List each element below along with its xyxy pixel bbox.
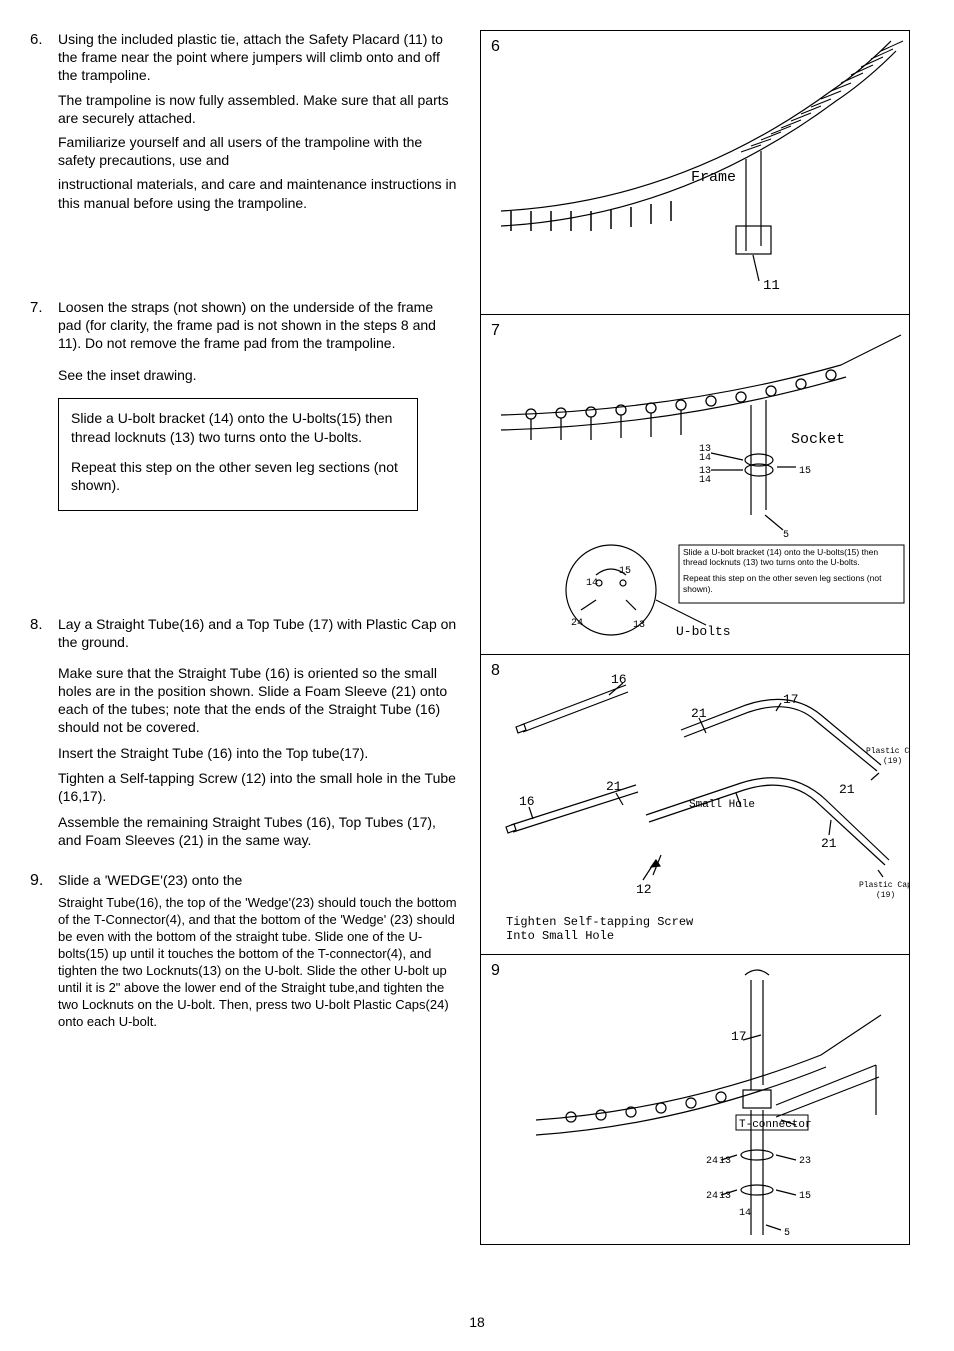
- svg-text:14: 14: [739, 1208, 751, 1219]
- step6-p4: instructional materials, and care and ma…: [58, 175, 460, 211]
- svg-text:16: 16: [611, 672, 627, 687]
- step8-p5: Assemble the remaining Straight Tubes (1…: [58, 813, 460, 849]
- panel-label: 7: [491, 321, 500, 342]
- frame-label: Frame: [691, 169, 736, 186]
- svg-text:14: 14: [586, 578, 598, 589]
- diagram-7-svg: Socket 13 14 13 14 15 5 15 14 24 13 U-bo…: [481, 315, 909, 653]
- svg-text:21: 21: [606, 779, 622, 794]
- svg-text:13: 13: [719, 1191, 731, 1202]
- svg-text:5: 5: [783, 530, 789, 541]
- callout-11: 11: [763, 278, 780, 294]
- svg-text:15: 15: [799, 1191, 811, 1202]
- svg-text:17: 17: [783, 692, 799, 707]
- step9-p1: Slide a 'WEDGE'(23) onto the: [58, 871, 460, 889]
- step8-p4: Tighten a Self-tapping Screw (12) into t…: [58, 769, 460, 805]
- diagram-6-svg: Frame 11: [481, 31, 909, 314]
- step-number: 8.: [30, 615, 58, 855]
- step-number: 6.: [30, 30, 58, 218]
- svg-text:13: 13: [719, 1156, 731, 1167]
- svg-text:21: 21: [839, 782, 855, 797]
- diagram-9-svg: 17 T-connector 23 15 24 13 24 13 14 5: [481, 955, 909, 1243]
- panel-label: 8: [491, 661, 500, 682]
- step7-inset-p2: Repeat this step on the other seven leg …: [71, 458, 405, 494]
- svg-text:14: 14: [699, 475, 711, 486]
- step8-p2: Make sure that the Straight Tube (16) is…: [58, 664, 460, 737]
- svg-text:15: 15: [619, 566, 631, 577]
- step-number: 9.: [30, 871, 58, 1036]
- step-body-9: Slide a 'WEDGE'(23) onto the Straight Tu…: [58, 871, 460, 1036]
- step7-inset: Slide a U-bolt bracket (14) onto the U-b…: [58, 398, 418, 511]
- svg-text:14: 14: [699, 453, 711, 464]
- svg-text:Into Small Hole: Into Small Hole: [506, 929, 614, 943]
- svg-text:Plastic Cap: Plastic Cap: [859, 881, 909, 890]
- svg-text:15: 15: [799, 466, 811, 477]
- svg-text:24: 24: [706, 1191, 718, 1202]
- step8-p3: Insert the Straight Tube (16) into the T…: [58, 744, 460, 762]
- svg-text:16: 16: [519, 794, 535, 809]
- panel-label: 6: [491, 37, 500, 58]
- step7-p1: Loosen the straps (not shown) on the und…: [58, 298, 460, 353]
- svg-text:12: 12: [636, 882, 652, 897]
- svg-text:Small Hole: Small Hole: [689, 799, 755, 811]
- step6-p1: Using the included plastic tie, attach t…: [58, 30, 460, 85]
- step8-p1: Lay a Straight Tube(16) and a Top Tube (…: [58, 615, 460, 651]
- diagram-panel-7: 7: [480, 315, 910, 655]
- step-body-7: Loosen the straps (not shown) on the und…: [58, 298, 460, 526]
- socket-label: Socket: [791, 431, 845, 448]
- panel-label: 9: [491, 961, 500, 982]
- step-body-8: Lay a Straight Tube(16) and a Top Tube (…: [58, 615, 460, 855]
- svg-text:(19): (19): [876, 891, 895, 900]
- step-body-6: Using the included plastic tie, attach t…: [58, 30, 460, 218]
- svg-text:Tighten Self-tapping Screw: Tighten Self-tapping Screw: [506, 915, 694, 929]
- svg-text:(19): (19): [883, 757, 902, 766]
- diagram-panel-6: 6: [480, 30, 910, 315]
- svg-text:Plastic Cap: Plastic Cap: [866, 747, 909, 756]
- ubolts-label: U-bolts: [676, 624, 731, 639]
- page-number: 18: [0, 1313, 954, 1331]
- panel7-inset1: Slide a U-bolt bracket (14) onto the U-b…: [683, 547, 901, 567]
- svg-text:21: 21: [691, 706, 707, 721]
- step6-p3: Familiarize yourself and all users of th…: [58, 133, 460, 169]
- svg-text:24: 24: [571, 618, 583, 629]
- step7-p2: See the inset drawing.: [58, 366, 460, 384]
- step6-p2: The trampoline is now fully assembled. M…: [58, 91, 460, 127]
- svg-text:21: 21: [821, 836, 837, 851]
- diagram-panel-8: 8: [480, 655, 910, 955]
- step7-inset-p1: Slide a U-bolt bracket (14) onto the U-b…: [71, 409, 405, 445]
- svg-text:23: 23: [799, 1156, 811, 1167]
- diagram-panel-9: 9: [480, 955, 910, 1245]
- svg-text:5: 5: [784, 1228, 790, 1239]
- svg-text:T-connector: T-connector: [739, 1119, 812, 1131]
- svg-text:17: 17: [731, 1029, 747, 1044]
- step-number: 7.: [30, 298, 58, 526]
- step9-p2: Straight Tube(16), the top of the 'Wedge…: [58, 895, 460, 1030]
- panel7-inset2: Repeat this step on the other seven leg …: [683, 573, 901, 593]
- svg-text:24: 24: [706, 1156, 718, 1167]
- diagram-8-svg: 16 21 17 16 21 Small Hole 21 21 12 Plast…: [481, 655, 909, 953]
- svg-text:13: 13: [633, 620, 645, 631]
